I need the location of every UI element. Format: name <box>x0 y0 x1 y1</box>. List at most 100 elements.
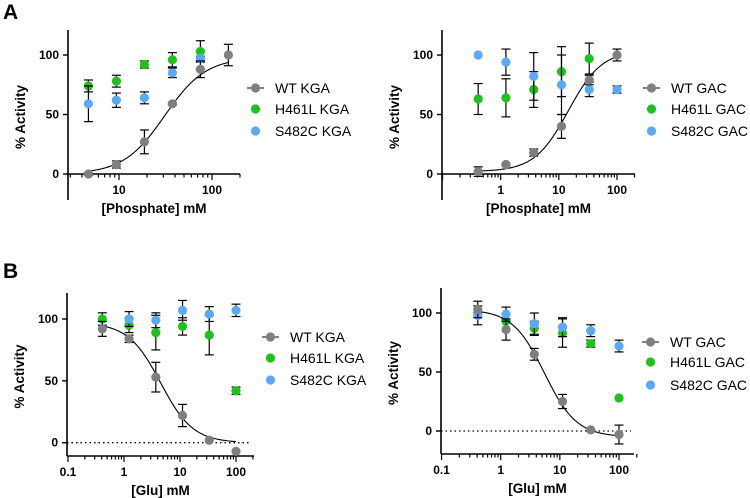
x-axis-label: [Glu] mM <box>508 481 567 496</box>
series-h461l-kga <box>83 40 205 93</box>
fit-curve <box>477 310 620 437</box>
series-wt-gac <box>473 48 622 177</box>
legend-item: WT KGA <box>247 80 331 96</box>
data-point <box>473 94 483 104</box>
x-tick-label: 1 <box>497 183 504 197</box>
data-point <box>501 309 511 319</box>
data-point <box>501 159 511 170</box>
y-tick-label: 100 <box>412 306 432 320</box>
legend-item: S482C GAC <box>646 123 748 139</box>
legend-item: WT KGA <box>262 329 346 345</box>
data-point <box>167 68 177 78</box>
data-point <box>473 50 483 60</box>
legend-label: H461L GAC <box>670 354 745 370</box>
y-tick-label: 0 <box>425 424 432 438</box>
x-axis-label: [Phosphate] mM <box>486 201 591 216</box>
data-point <box>584 75 594 85</box>
x-tick-label: 100 <box>609 463 629 477</box>
legend-item: H461L GAC <box>645 354 745 370</box>
data-point <box>111 76 121 86</box>
data-point <box>111 95 121 105</box>
fit-curve <box>478 56 618 172</box>
legend-marker <box>646 104 657 114</box>
data-point <box>204 330 214 340</box>
data-point <box>529 147 539 158</box>
data-point <box>557 322 568 332</box>
legend-item: WT GAC <box>642 334 726 350</box>
legend-item: S482C KGA <box>265 372 367 388</box>
legend-marker <box>646 126 657 136</box>
data-point <box>614 341 624 351</box>
data-point <box>195 64 205 74</box>
legend-marker <box>265 353 276 363</box>
data-point <box>139 93 149 103</box>
legend-marker <box>645 337 656 347</box>
data-point <box>586 425 596 435</box>
data-point <box>231 305 241 315</box>
y-tick-label: 50 <box>420 108 434 122</box>
x-tick-label: 10 <box>173 465 187 479</box>
x-tick-label: 0.1 <box>433 463 450 477</box>
data-point <box>167 55 177 65</box>
y-axis-label: % Activity <box>12 344 27 409</box>
data-point <box>556 121 567 131</box>
fit-curve <box>88 61 229 172</box>
data-point <box>97 324 107 334</box>
data-point <box>529 71 539 82</box>
data-point <box>151 372 161 382</box>
data-point <box>124 334 134 344</box>
series-wt-gac <box>473 300 624 445</box>
series-h461l-gac <box>473 308 624 403</box>
legend-label: S482C KGA <box>290 372 367 388</box>
legend-item: H461L KGA <box>265 350 365 366</box>
legend-marker <box>265 332 276 342</box>
y-tick-label: 50 <box>46 108 60 122</box>
panel-label-a: A <box>3 1 18 24</box>
legend-marker <box>265 375 276 385</box>
legend-label: WT GAC <box>670 334 726 350</box>
y-tick-label: 50 <box>419 365 433 379</box>
data-point <box>501 57 511 67</box>
y-tick-label: 50 <box>45 374 59 388</box>
data-point <box>177 305 188 315</box>
data-point <box>614 393 624 403</box>
data-point <box>231 446 241 456</box>
data-point <box>529 319 539 329</box>
data-point <box>584 84 594 95</box>
y-axis-label: % Activity <box>387 85 402 150</box>
data-point <box>612 50 622 60</box>
series-s482c-gac <box>473 305 624 353</box>
data-point <box>124 314 134 324</box>
x-axis-label: [Glu] mM <box>131 483 190 498</box>
legend-label: H461L KGA <box>290 350 365 366</box>
legend-label: S482C GAC <box>671 123 748 139</box>
data-point <box>473 167 483 177</box>
data-point <box>195 46 205 57</box>
data-point <box>231 386 241 396</box>
data-point <box>204 309 214 319</box>
x-tick-label: 0.1 <box>60 465 77 479</box>
legend-label: WT KGA <box>275 80 331 96</box>
data-point <box>151 328 161 338</box>
data-point <box>612 84 622 95</box>
chart-b-kga: 0 50 100 0.1 1 10 100 [Glu] mM % Activity H461L K… <box>12 293 367 498</box>
y-axis-label: % Activity <box>386 341 401 406</box>
data-point <box>501 93 511 103</box>
legend-marker <box>645 380 656 390</box>
data-point <box>556 80 567 90</box>
series-s482c-gac <box>473 48 622 116</box>
legend-marker <box>645 357 656 367</box>
x-tick-label: 10 <box>112 183 126 197</box>
y-tick-label: 100 <box>38 312 58 326</box>
legend-item: WT GAC <box>643 80 727 96</box>
data-point <box>529 349 539 359</box>
data-point <box>586 326 596 336</box>
y-tick-label: 0 <box>426 167 433 181</box>
legend-label: H461L GAC <box>671 101 746 117</box>
data-point <box>167 99 177 109</box>
series-wt-kga <box>97 320 241 456</box>
data-point <box>177 410 188 421</box>
legend-label: S482C KGA <box>275 123 352 139</box>
data-point <box>139 137 149 147</box>
legend-label: WT KGA <box>290 329 346 345</box>
